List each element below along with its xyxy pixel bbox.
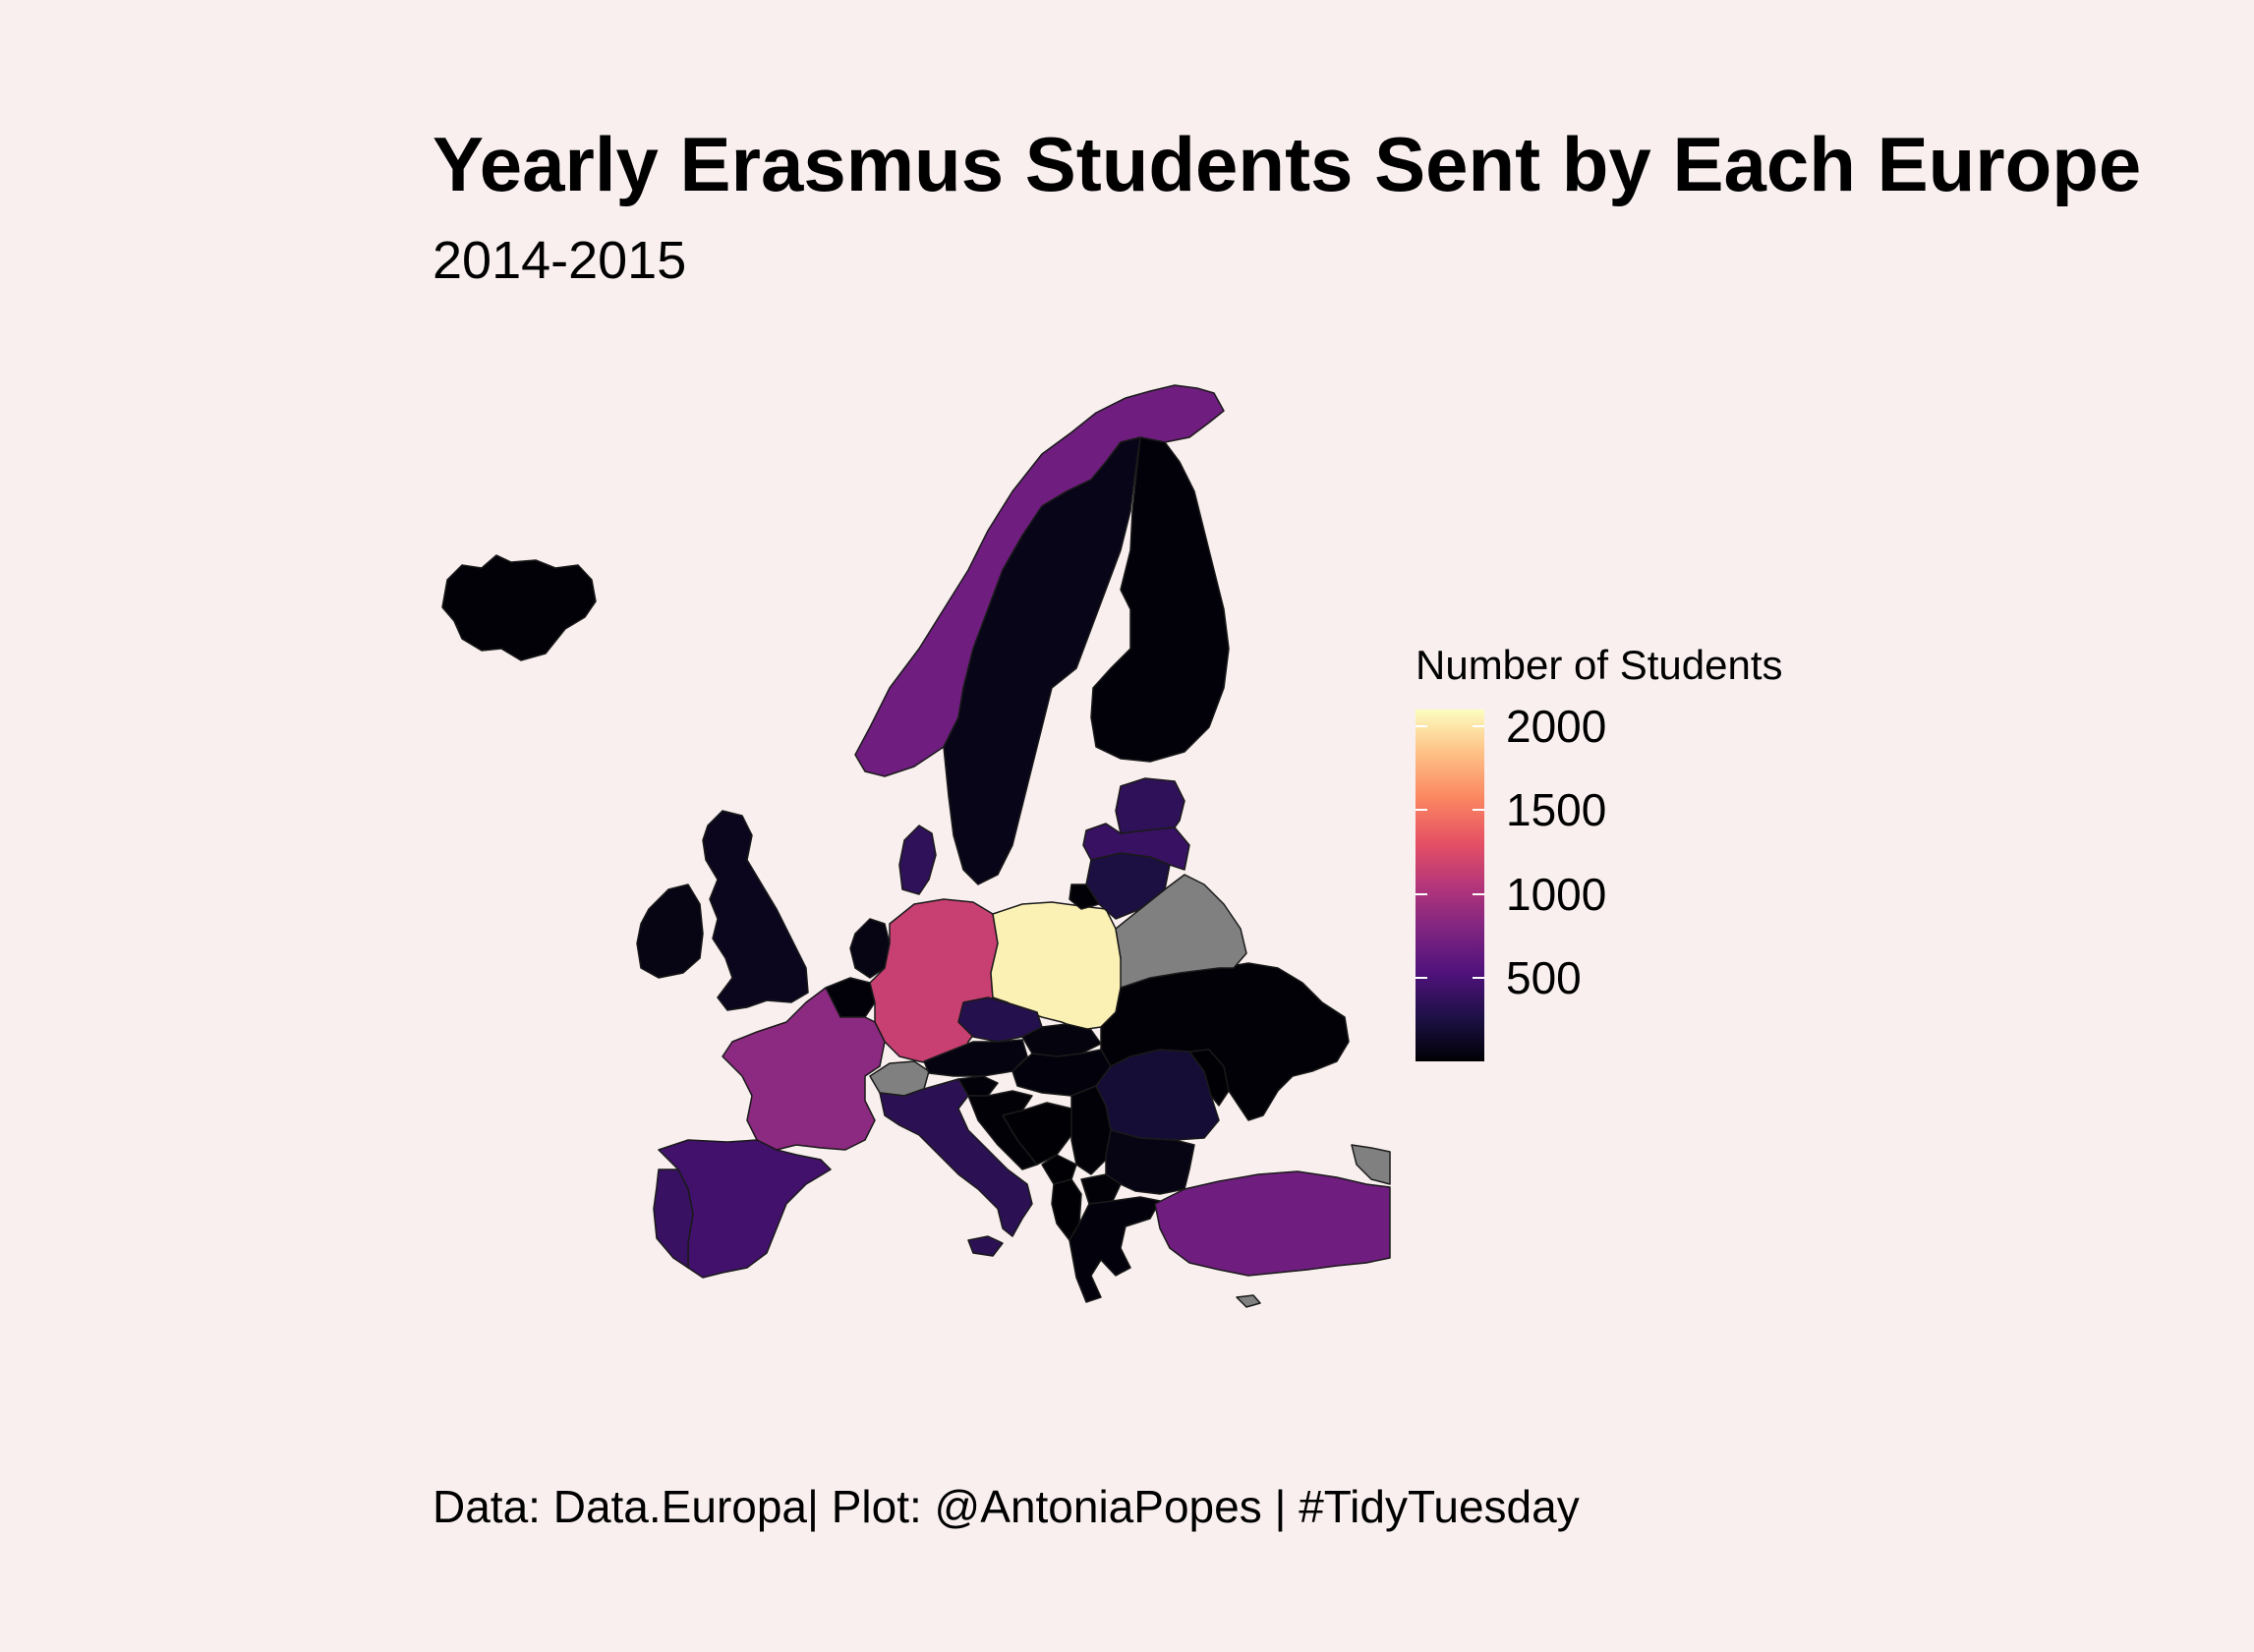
legend-tick — [1473, 892, 1484, 895]
region-turkey — [1154, 1170, 1391, 1277]
region-italy-sicily — [967, 1235, 1004, 1257]
region-finland — [1090, 436, 1230, 763]
legend-title: Number of Students — [1416, 642, 1783, 688]
region-kaliningrad — [1069, 883, 1100, 910]
legend-tick — [1473, 725, 1484, 728]
legend-tick — [1416, 809, 1427, 812]
region-italy — [879, 1078, 1033, 1237]
region-georgia — [1351, 1144, 1391, 1185]
region-austria — [923, 1039, 1028, 1077]
chart-subtitle: 2014-2015 — [433, 231, 687, 290]
region-ireland — [636, 883, 704, 979]
region-greece — [1069, 1196, 1161, 1303]
chart-caption: Data: Data.Europa| Plot: @AntoniaPopes |… — [433, 1481, 1580, 1532]
region-uk — [702, 810, 809, 1011]
region-montenegro — [1041, 1154, 1077, 1185]
legend-label: 500 — [1506, 951, 1582, 1003]
region-ukraine — [1100, 962, 1350, 1121]
legend-tick — [1416, 976, 1427, 979]
chart-title: Yearly Erasmus Students Sent by Each Eur… — [433, 121, 2142, 207]
legend-tick — [1473, 976, 1484, 979]
legend-label: 2000 — [1506, 701, 1607, 753]
region-cyprus — [1236, 1294, 1261, 1308]
legend-colorbar — [1416, 710, 1484, 1061]
region-sweden — [943, 436, 1141, 885]
legend-label: 1000 — [1506, 868, 1607, 920]
region-north-macedonia — [1080, 1173, 1122, 1205]
region-portugal — [653, 1168, 694, 1269]
region-denmark — [898, 825, 937, 895]
legend-tick — [1416, 725, 1427, 728]
region-iceland — [441, 554, 597, 661]
region-estonia — [1115, 777, 1185, 834]
legend-tick — [1473, 809, 1484, 812]
legend-label: 1500 — [1506, 784, 1607, 836]
legend-tick — [1416, 892, 1427, 895]
region-france — [722, 987, 886, 1151]
